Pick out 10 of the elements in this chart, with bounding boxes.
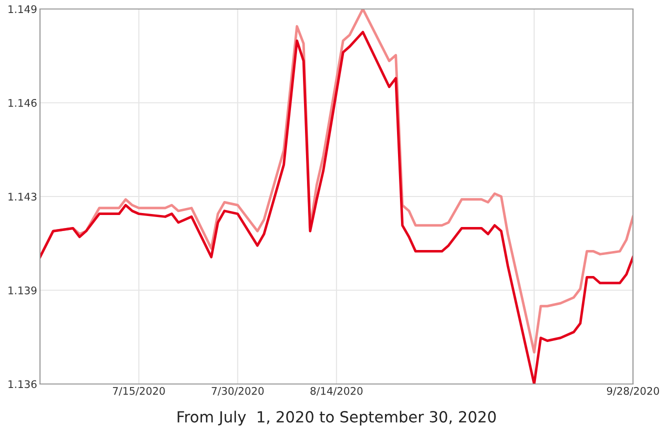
- x-axis-title: From July 1, 2020 to September 30, 2020: [178, 410, 496, 426]
- y-tick-label: 1.143: [8, 192, 36, 201]
- y-tick-label: 1.139: [8, 286, 36, 294]
- x-tick-label: 7/30/2020: [212, 386, 264, 396]
- x-tick-label: 9/28/2020: [606, 386, 660, 396]
- x-tick-label: 8/14/2020: [310, 386, 363, 396]
- y-tick-label: 1.149: [8, 5, 36, 14]
- y-tick-label: 1.136: [8, 380, 37, 388]
- x-tick-label: 7/15/2020: [112, 386, 165, 396]
- y-tick-label: 1.146: [8, 98, 37, 107]
